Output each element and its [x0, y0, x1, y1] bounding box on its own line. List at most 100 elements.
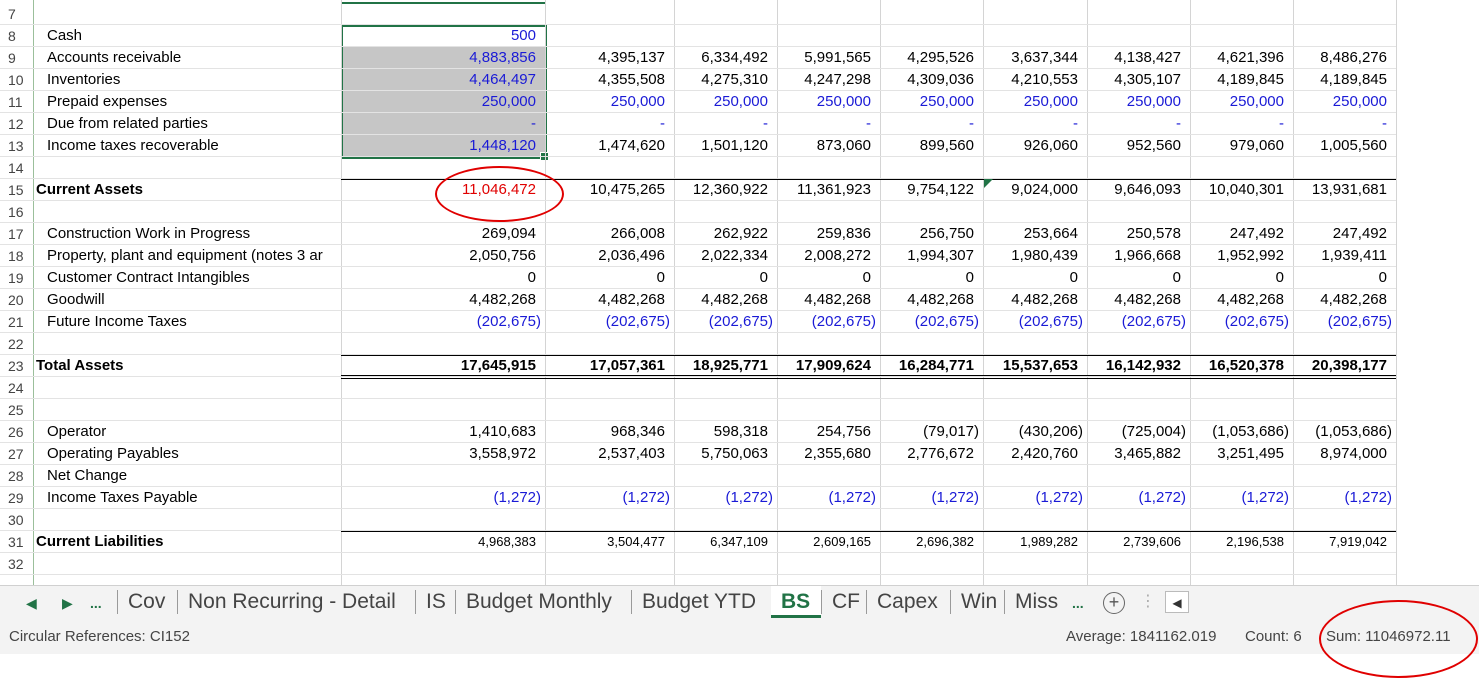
cell-value[interactable]: 4,295,526 [907, 49, 974, 66]
row-number[interactable]: 32 [8, 556, 24, 572]
row-label[interactable]: Operator [47, 423, 107, 440]
row-label[interactable]: Accounts receivable [47, 49, 182, 66]
row-number[interactable]: 24 [8, 380, 24, 396]
row-number[interactable]: 30 [8, 512, 24, 528]
row-number[interactable]: 21 [8, 314, 24, 330]
cell-value[interactable]: 259,836 [816, 225, 871, 242]
cell-value[interactable]: 4,189,845 [1320, 71, 1387, 88]
cell-value[interactable]: - [1382, 115, 1387, 132]
tab-prev-icon[interactable]: ◀ [26, 595, 37, 611]
cell-value[interactable]: 254,756 [816, 423, 871, 440]
cell-value[interactable]: 1,966,668 [1114, 247, 1181, 264]
cell-value[interactable]: 4,482,268 [598, 291, 665, 308]
cell-value[interactable]: 12,360,922 [692, 181, 768, 198]
row-label[interactable]: Total Assets [36, 357, 124, 374]
cell-value[interactable]: 15,537,653 [1002, 357, 1078, 374]
row-label[interactable]: Current Assets [36, 181, 143, 198]
cell-value[interactable]: 952,560 [1126, 137, 1181, 154]
cell-value[interactable]: 500 [510, 27, 536, 44]
cell-value[interactable]: 250,000 [919, 93, 974, 110]
row-number[interactable]: 22 [8, 336, 24, 352]
tab-budget-ytd[interactable]: Budget YTD [631, 590, 763, 614]
cell-value[interactable]: 4,883,856 [469, 49, 536, 66]
tab-next-icon[interactable]: ▶ [62, 595, 73, 611]
cell-value[interactable]: - [1073, 115, 1078, 132]
row-number[interactable]: 17 [8, 226, 24, 242]
cell-value[interactable]: 0 [1378, 269, 1387, 286]
cell-value[interactable]: 0 [862, 269, 871, 286]
row-label[interactable]: Income taxes recoverable [47, 137, 219, 154]
row-number[interactable]: 26 [8, 424, 24, 440]
row-number[interactable]: 18 [8, 248, 24, 264]
cell-value[interactable]: (202,675) [914, 313, 979, 330]
cell-value[interactable]: 2,696,382 [916, 534, 974, 549]
cell-value[interactable]: 6,334,492 [701, 49, 768, 66]
cell-value[interactable]: 20,398,177 [1311, 357, 1387, 374]
cell-value[interactable]: 979,060 [1229, 137, 1284, 154]
cell-value[interactable]: 11,361,923 [797, 181, 871, 198]
row-number[interactable]: 16 [8, 204, 24, 220]
cell-value[interactable]: (1,272) [493, 489, 541, 506]
cell-value[interactable]: 13,931,681 [1311, 181, 1387, 198]
cell-value[interactable]: 4,482,268 [1217, 291, 1284, 308]
cell-value[interactable]: 2,008,272 [804, 247, 871, 264]
cell-value[interactable]: 250,000 [1023, 93, 1078, 110]
cell-value[interactable]: 5,750,063 [701, 445, 768, 462]
cell-value[interactable]: 253,664 [1023, 225, 1078, 242]
cell-value[interactable]: 9,024,000 [1011, 181, 1078, 198]
cell-value[interactable]: (202,675) [605, 313, 670, 330]
cell-value[interactable]: (1,272) [828, 489, 876, 506]
tab-budget-monthly[interactable]: Budget Monthly [455, 590, 631, 614]
cell-value[interactable]: 250,000 [1332, 93, 1387, 110]
cell-value[interactable]: 4,482,268 [907, 291, 974, 308]
cell-value[interactable]: 4,247,298 [804, 71, 871, 88]
cell-value[interactable]: 1,448,120 [469, 137, 536, 154]
cell-value[interactable]: (430,206) [1018, 423, 1083, 440]
row-number[interactable]: 11 [8, 94, 23, 110]
cell-value[interactable]: 250,000 [481, 93, 536, 110]
cell-value[interactable]: (202,675) [1327, 313, 1392, 330]
cell-value[interactable]: 2,776,672 [907, 445, 974, 462]
tab-more-right[interactable]: ... [1072, 595, 1084, 611]
cell-value[interactable]: (725,004) [1121, 423, 1186, 440]
row-label[interactable]: Inventories [47, 71, 121, 88]
cell-value[interactable]: 2,355,680 [804, 445, 871, 462]
cell-value[interactable]: 247,492 [1332, 225, 1387, 242]
cell-value[interactable]: 250,578 [1126, 225, 1181, 242]
cell-value[interactable]: 16,520,378 [1208, 357, 1284, 374]
cell-value[interactable]: (202,675) [476, 313, 541, 330]
cell-value[interactable]: 4,355,508 [598, 71, 665, 88]
cell-value[interactable]: 262,922 [713, 225, 768, 242]
cell-value[interactable]: 17,645,915 [460, 357, 536, 374]
cell-value[interactable]: 3,504,477 [607, 534, 665, 549]
cell-value[interactable]: 18,925,771 [692, 357, 768, 374]
selected-range[interactable] [341, 25, 545, 157]
cell-value[interactable]: 17,057,361 [589, 357, 665, 374]
cell-value[interactable]: (202,675) [1018, 313, 1083, 330]
cell-value[interactable]: - [866, 115, 871, 132]
cell-value[interactable]: (1,053,686) [1315, 423, 1392, 440]
cell-value[interactable]: (1,272) [622, 489, 670, 506]
row-label[interactable]: Property, plant and equipment (notes 3 a… [47, 247, 323, 264]
row-number[interactable]: 29 [8, 490, 24, 506]
cell-value[interactable]: 4,464,497 [469, 71, 536, 88]
cell-value[interactable]: 4,138,427 [1114, 49, 1181, 66]
cell-value[interactable]: 0 [1069, 269, 1078, 286]
scroll-left-icon[interactable]: ◀ [1165, 591, 1189, 613]
cell-value[interactable]: (1,272) [725, 489, 773, 506]
row-number[interactable]: 27 [8, 446, 24, 462]
row-number[interactable]: 9 [8, 50, 16, 66]
cell-value[interactable]: 256,750 [919, 225, 974, 242]
cell-value[interactable]: 0 [656, 269, 665, 286]
cell-value[interactable]: 7,919,042 [1329, 534, 1387, 549]
cell-value[interactable]: 2,022,334 [701, 247, 768, 264]
cell-value[interactable]: 4,482,268 [469, 291, 536, 308]
cell-value[interactable]: (202,675) [1224, 313, 1289, 330]
cell-value[interactable]: 1,980,439 [1011, 247, 1078, 264]
cell-value[interactable]: 17,909,624 [795, 357, 871, 374]
status-count[interactable]: Count: 6 [1245, 628, 1302, 645]
cell-value[interactable]: 4,482,268 [804, 291, 871, 308]
cell-value[interactable]: 899,560 [919, 137, 974, 154]
cell-value[interactable]: 16,142,932 [1105, 357, 1181, 374]
cell-value[interactable]: 1,005,560 [1320, 137, 1387, 154]
